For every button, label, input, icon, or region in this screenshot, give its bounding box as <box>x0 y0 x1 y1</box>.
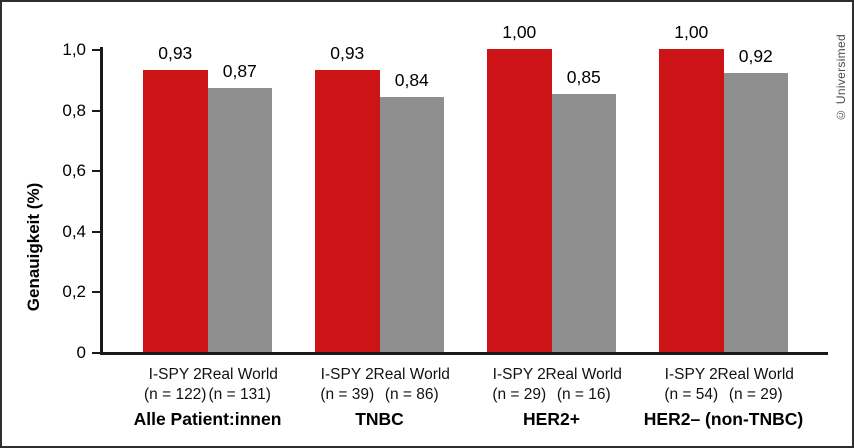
bar-series-label: I-SPY 2 <box>492 366 546 383</box>
bar-real-world <box>551 94 616 352</box>
bar-i-spy-2 <box>315 70 380 352</box>
y-tick-label: 0,2 <box>62 282 86 302</box>
bar-series-label: I-SPY 2 <box>148 366 202 383</box>
bar-n-label: (n = 16) <box>556 386 611 403</box>
x-axis-line <box>100 352 828 355</box>
y-tick-label: 0,6 <box>62 161 86 181</box>
group-label: HER2+ <box>523 409 580 429</box>
bar-n-label: (n = 131) <box>208 386 271 403</box>
bar-value-label: 0,93 <box>330 43 365 64</box>
y-tick-label: 0,8 <box>62 100 86 120</box>
y-tick-label: 0,4 <box>62 221 86 241</box>
bar-value-label: 0,87 <box>222 61 257 82</box>
bar-value-label: 0,93 <box>158 43 193 64</box>
copyright-credit: © Universimed <box>834 34 848 122</box>
bar-value-label: 0,85 <box>566 67 601 88</box>
bar-n-label: (n = 122) <box>144 386 207 403</box>
bar-value-label: 0,84 <box>394 70 429 91</box>
bar-n-label: (n = 29) <box>492 386 547 403</box>
bar-real-world <box>379 97 444 352</box>
bar-value-label: 1,00 <box>502 22 537 42</box>
y-tick-label: 1,0 <box>62 40 86 59</box>
bar-value-label: 1,00 <box>674 22 709 42</box>
y-tick-label: 0 <box>76 343 86 362</box>
y-tick-mark <box>92 291 100 294</box>
y-axis-line <box>100 47 103 355</box>
bar-n-label: (n = 39) <box>320 386 375 403</box>
bar-i-spy-2 <box>659 49 724 352</box>
bar-series-label: I-SPY 2 <box>664 366 718 383</box>
y-tick-mark <box>92 352 100 354</box>
bar-i-spy-2 <box>143 70 208 352</box>
bar-value-label: 0,92 <box>738 46 773 67</box>
bar-n-label: (n = 86) <box>384 386 439 403</box>
y-tick-mark <box>92 109 100 112</box>
y-tick-mark <box>92 170 100 173</box>
bar-series-label: Real World <box>717 366 794 383</box>
y-tick-mark <box>92 230 100 233</box>
bar-n-label: (n = 29) <box>728 386 783 403</box>
bar-series-label: Real World <box>545 366 622 383</box>
group-label: HER2– (non-TNBC) <box>643 409 804 429</box>
bar-real-world <box>723 73 788 352</box>
bar-series-label: Real World <box>373 366 450 383</box>
bar-real-world <box>207 88 272 352</box>
bar-i-spy-2 <box>487 49 552 352</box>
bar-series-label: I-SPY 2 <box>320 366 374 383</box>
group-label: TNBC <box>355 409 404 429</box>
bar-series-label: Real World <box>201 366 278 383</box>
y-tick-mark <box>92 49 100 51</box>
group-label: Alle Patient:innen <box>133 409 282 429</box>
bar-n-label: (n = 54) <box>664 386 719 403</box>
